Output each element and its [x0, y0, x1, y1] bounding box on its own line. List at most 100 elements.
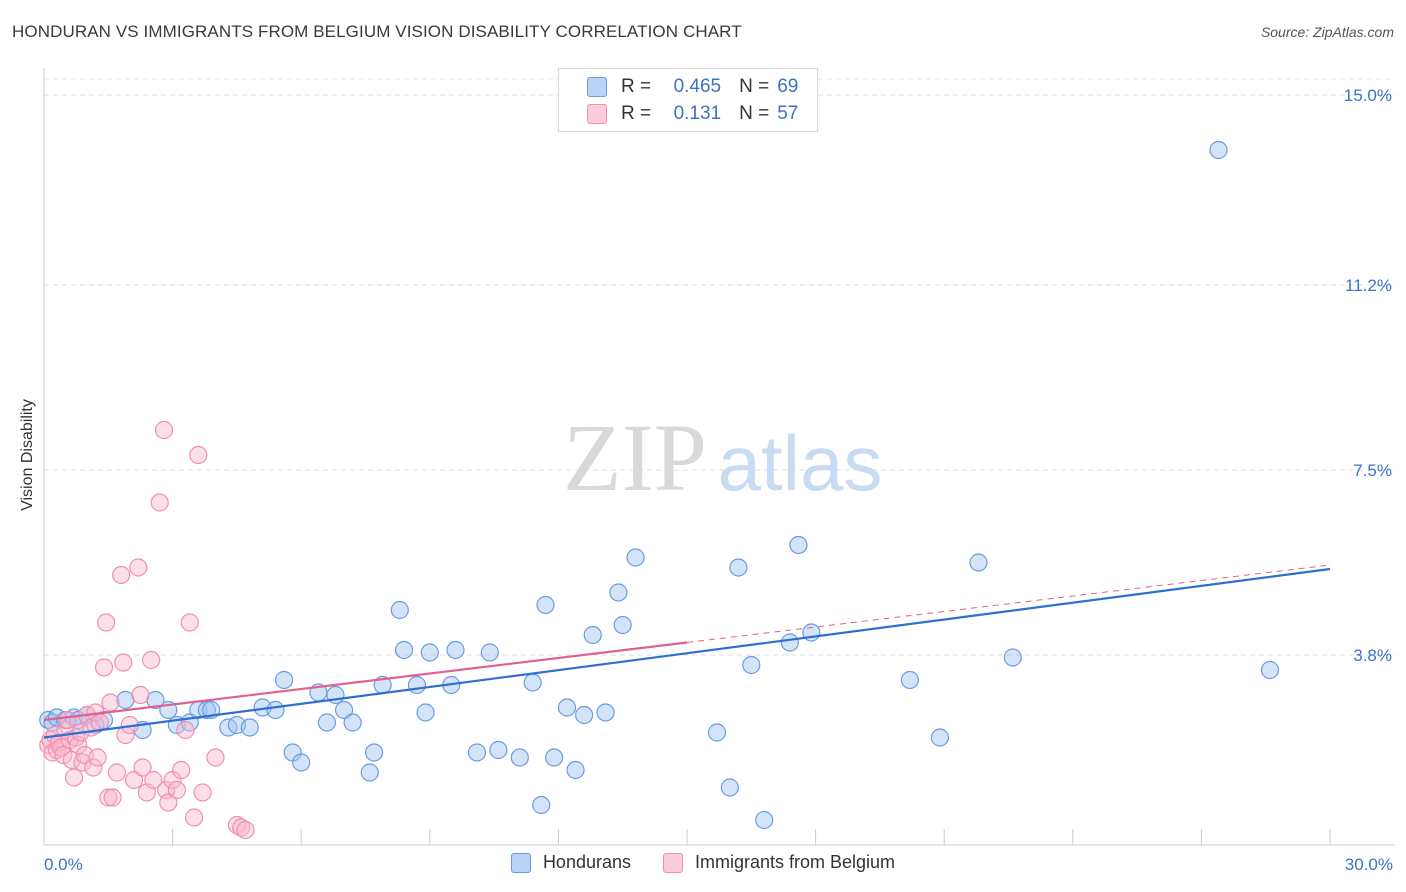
bottom-legend: Hondurans Immigrants from Belgium	[0, 852, 1406, 873]
point-hondurans	[626, 548, 645, 567]
point-belgium	[114, 653, 133, 672]
trendline-belgium	[43, 641, 688, 722]
point-hondurans	[900, 670, 920, 690]
legend-r-label: R =	[621, 103, 652, 124]
point-hondurans	[1003, 648, 1022, 667]
point-hondurans	[707, 723, 727, 742]
legend-n-value: 69	[777, 76, 799, 97]
point-hondurans	[742, 655, 761, 675]
trendline-belgium-dashed	[686, 564, 1331, 643]
point-belgium	[129, 558, 148, 577]
watermark-atlas: atlas	[718, 419, 883, 507]
point-hondurans	[364, 743, 384, 762]
point-hondurans	[317, 713, 337, 732]
point-belgium	[101, 693, 120, 712]
y-axis-title: Vision Disability	[19, 399, 36, 511]
point-hondurans	[360, 763, 379, 782]
legend-n-value: 57	[777, 103, 799, 124]
point-belgium	[64, 768, 84, 787]
legend-r-label: R =	[621, 76, 652, 97]
point-hondurans	[334, 700, 354, 720]
point-belgium	[112, 565, 131, 585]
legend-swatch-blue	[587, 77, 607, 97]
stats-legend: R = 0.465 N = 69 R = 0.131 N = 57	[558, 68, 818, 132]
point-belgium	[131, 685, 150, 705]
point-hondurans	[274, 670, 294, 690]
point-hondurans	[536, 595, 555, 615]
point-hondurans	[780, 633, 799, 652]
y-tick-label: 15.0%	[1344, 86, 1392, 105]
point-belgium	[99, 788, 118, 807]
point-hondurans	[197, 700, 216, 720]
point-hondurans	[467, 743, 487, 762]
point-belgium	[167, 780, 186, 800]
point-hondurans	[343, 713, 362, 732]
point-belgium	[107, 763, 126, 782]
legend-n-label: N =	[739, 76, 770, 97]
point-belgium	[159, 793, 178, 812]
point-hondurans	[416, 703, 435, 722]
point-hondurans	[510, 748, 529, 767]
point-belgium	[88, 748, 107, 767]
point-belgium	[193, 783, 212, 802]
point-hondurans	[596, 703, 615, 722]
chart-title: HONDURAN VS IMMIGRANTS FROM BELGIUM VISI…	[12, 22, 742, 41]
bottom-legend-belgium: Immigrants from Belgium	[663, 852, 895, 873]
point-belgium	[150, 493, 169, 512]
point-hondurans	[532, 795, 551, 815]
point-hondurans	[969, 553, 988, 572]
point-hondurans	[407, 675, 427, 695]
x-tick-label: 0.0%	[44, 855, 83, 874]
point-hondurans	[583, 625, 602, 645]
point-hondurans	[789, 535, 808, 555]
point-belgium	[133, 758, 152, 777]
legend-swatch-pink	[587, 104, 607, 124]
point-hondurans	[609, 583, 628, 602]
legend-row-hondurans: R = 0.465 N = 69	[587, 75, 798, 99]
point-belgium	[184, 808, 204, 827]
point-hondurans	[729, 558, 748, 577]
point-belgium	[103, 788, 122, 807]
point-hondurans	[720, 778, 739, 797]
legend-r-value: 0.131	[673, 103, 722, 124]
point-belgium	[58, 710, 77, 730]
point-hondurans	[446, 640, 465, 660]
point-hondurans	[557, 698, 577, 717]
y-tick-label: 7.5%	[1353, 461, 1392, 480]
point-belgium	[124, 770, 144, 790]
point-hondurans	[613, 615, 632, 635]
point-hondurans	[489, 740, 508, 760]
point-hondurans	[575, 705, 594, 725]
point-belgium	[142, 650, 161, 670]
point-hondurans	[390, 600, 409, 620]
point-belgium	[154, 420, 174, 440]
bottom-legend-label: Hondurans	[542, 852, 631, 872]
y-tick-label: 11.2%	[1345, 276, 1392, 295]
bottom-legend-hondurans: Hondurans	[510, 852, 631, 873]
point-hondurans	[420, 643, 439, 662]
point-hondurans	[755, 810, 774, 830]
point-belgium	[189, 445, 208, 465]
bottom-legend-label: Immigrants from Belgium	[695, 852, 896, 872]
source-label: Source: ZipAtlas.com	[1260, 24, 1394, 40]
bottom-legend-swatch-pink	[663, 852, 683, 873]
x-tick-label: 30.0%	[1345, 855, 1393, 874]
point-belgium	[236, 820, 255, 840]
point-hondurans	[240, 718, 259, 737]
point-belgium	[94, 658, 114, 677]
point-belgium	[84, 758, 103, 777]
legend-n-label: N =	[739, 103, 770, 124]
point-hondurans	[566, 760, 585, 780]
point-belgium	[97, 613, 116, 632]
point-hondurans	[545, 748, 564, 767]
watermark-zip: ZIP	[563, 404, 707, 511]
point-hondurans	[1260, 660, 1280, 680]
point-belgium	[172, 760, 191, 780]
point-hondurans	[523, 673, 542, 692]
point-hondurans	[394, 640, 414, 660]
point-belgium	[144, 770, 163, 790]
point-hondurans	[930, 728, 950, 747]
point-hondurans	[116, 690, 135, 710]
trendline-hondurans	[43, 567, 1331, 739]
